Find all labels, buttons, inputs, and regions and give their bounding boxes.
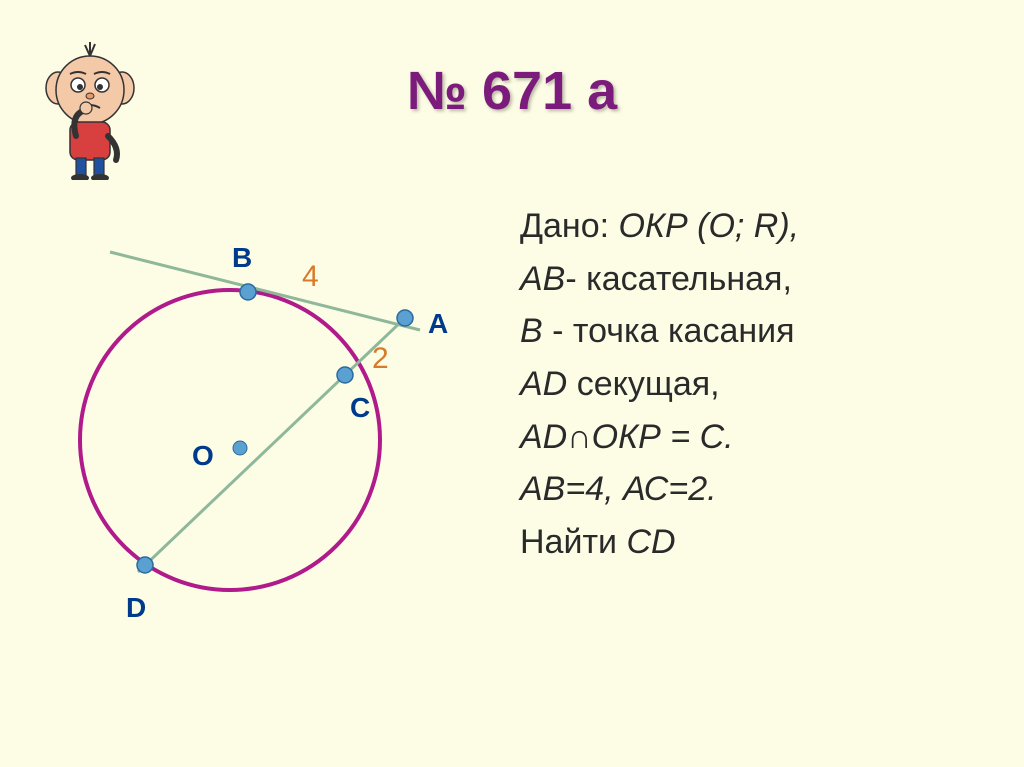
length-label-ab: 4 <box>302 260 319 294</box>
point-label-o: O <box>192 440 214 472</box>
problem-statement: Дано: ОКР (О; R), АВ- касательная, В - т… <box>520 200 980 569</box>
given-line-6: АВ=4, АС=2. <box>520 463 980 516</box>
given-line-7: Найти СD <box>520 516 980 569</box>
page-title: № 671 а <box>0 60 1024 122</box>
point-label-d: D <box>126 592 146 624</box>
given-line-4: АD секущая, <box>520 358 980 411</box>
given-line-1: Дано: ОКР (О; R), <box>520 200 980 253</box>
given-line-3: В - точка касания <box>520 305 980 358</box>
point-label-c: C <box>350 392 370 424</box>
point-label-b: B <box>232 242 252 274</box>
given-line-2: АВ- касательная, <box>520 253 980 306</box>
given-line-5: АD∩ОКР = С. <box>520 411 980 464</box>
geometry-diagram: B A C D O 4 2 <box>40 200 460 660</box>
length-label-ac: 2 <box>372 342 389 376</box>
point-label-a: A <box>428 308 448 340</box>
